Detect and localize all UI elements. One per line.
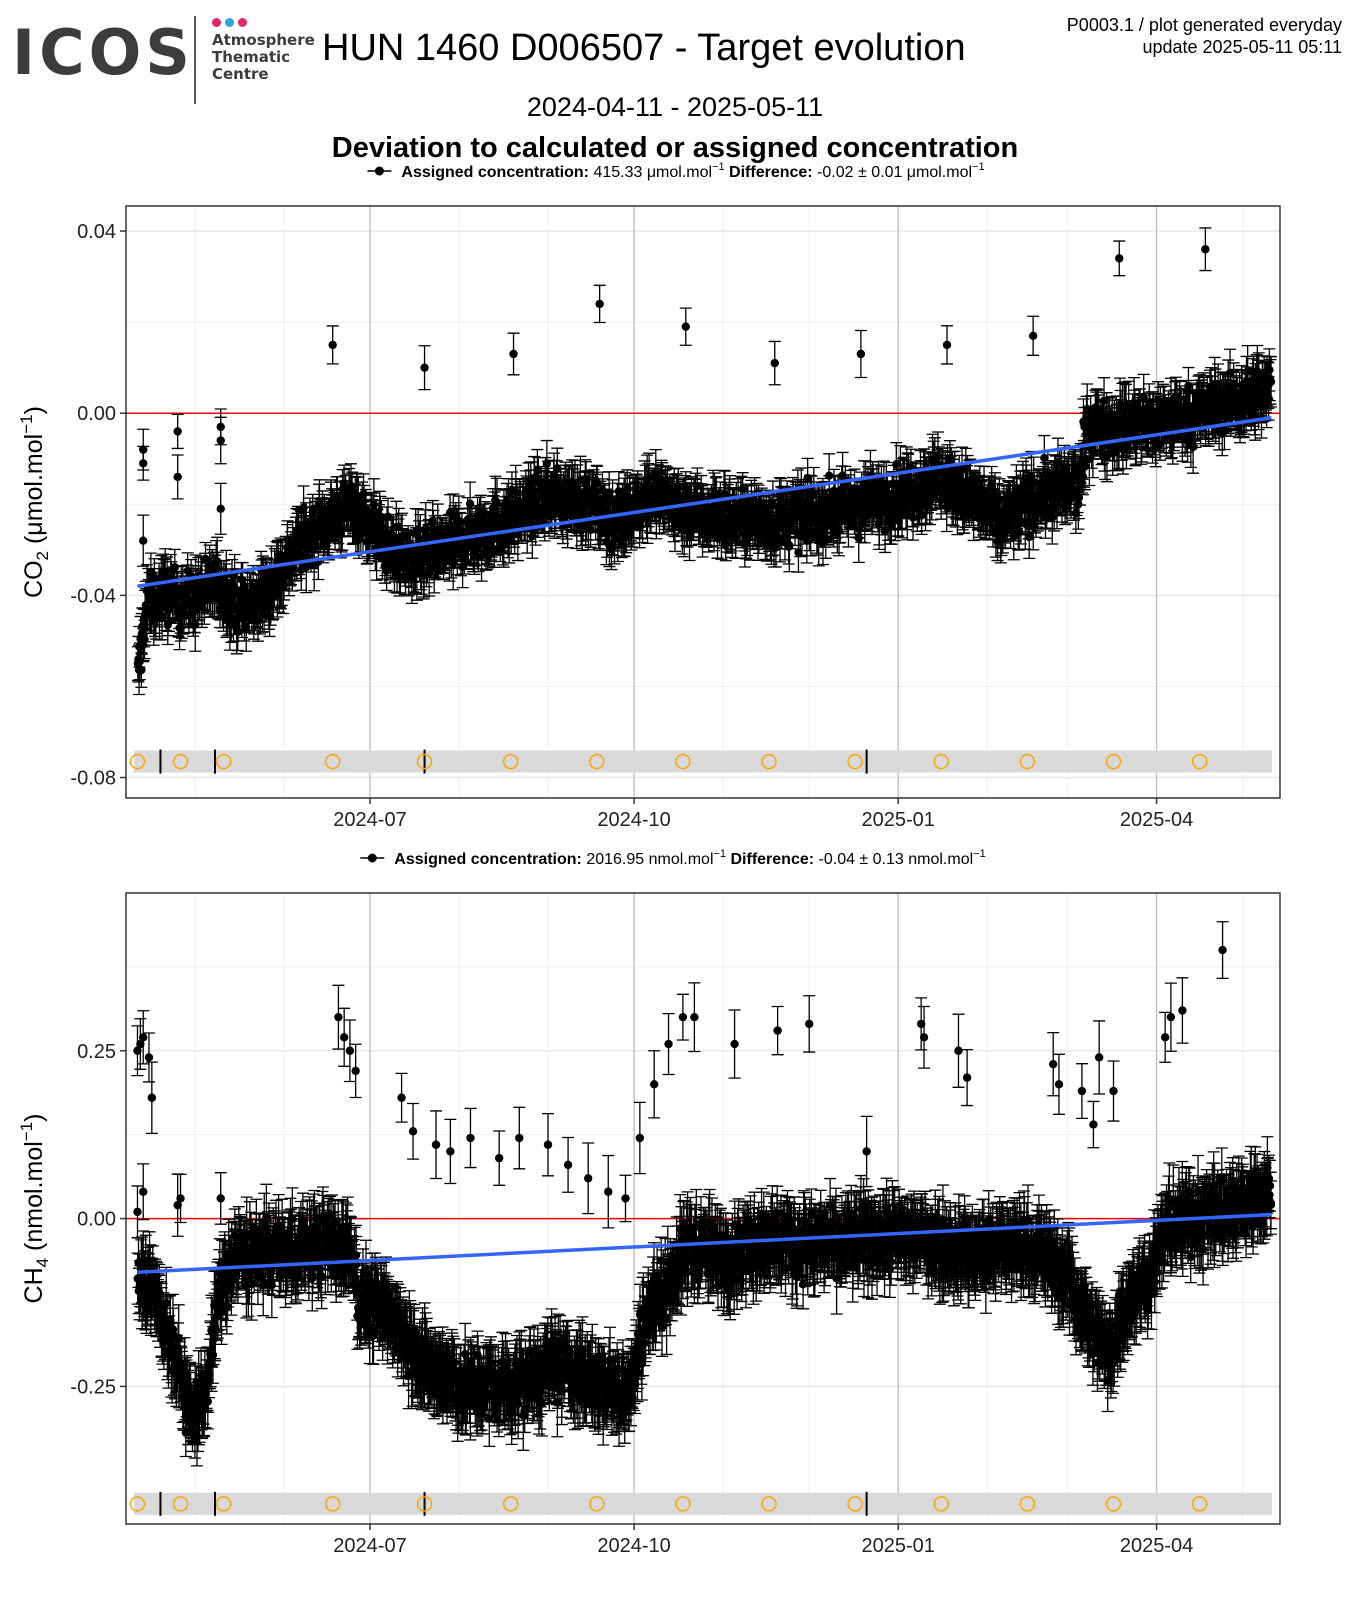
data-point xyxy=(1115,254,1124,263)
data-point xyxy=(1080,462,1090,471)
data-point xyxy=(216,436,225,445)
data-point xyxy=(216,504,225,514)
legend-key-dot xyxy=(374,166,384,176)
data-points xyxy=(131,227,1278,696)
page-title: HUN 1460 D006507 - Target evolution xyxy=(322,27,966,69)
data-point xyxy=(137,665,146,675)
event-circle xyxy=(416,753,433,770)
event-circle xyxy=(502,753,519,770)
chart-subtitle: Deviation to calculated or assigned conc… xyxy=(331,132,1019,164)
y-axis-label: CO2 (μmol.mol−1) xyxy=(17,406,52,598)
logo-dots-icon xyxy=(212,14,251,32)
event-circle xyxy=(933,753,950,770)
x-tick-label: 2024-10 xyxy=(597,809,670,831)
data-point xyxy=(1028,331,1038,340)
event-strip xyxy=(134,1492,1272,1515)
data-point xyxy=(328,340,337,350)
data-point xyxy=(170,563,179,572)
event-circle xyxy=(675,753,691,770)
data-point xyxy=(533,466,542,475)
event-circle xyxy=(1105,753,1122,770)
logo-sub-line: Atmosphere xyxy=(212,31,315,49)
data-point xyxy=(595,299,604,309)
legend: Assigned concentration: 415.33 μmol.mol−… xyxy=(367,161,985,181)
logo-dot xyxy=(238,18,247,27)
event-circle xyxy=(589,753,605,770)
data-point xyxy=(1078,472,1088,481)
data-point xyxy=(162,1299,171,1308)
event-circle xyxy=(847,753,863,770)
data-point xyxy=(509,349,518,359)
data-point xyxy=(302,562,311,572)
data-point xyxy=(1266,377,1276,386)
data-point xyxy=(420,363,429,372)
x-tick-label: 2025-01 xyxy=(862,809,935,831)
data-point xyxy=(173,427,182,436)
data-point xyxy=(681,322,690,331)
logo-dot xyxy=(212,18,221,27)
logo-sub-line: Thematic xyxy=(212,48,291,66)
event-circle xyxy=(172,753,189,770)
event-circle xyxy=(324,753,341,770)
data-point xyxy=(139,459,148,468)
event-circle xyxy=(1019,753,1036,770)
data-point xyxy=(139,536,148,545)
y-tick-label: -0.04 xyxy=(70,585,116,607)
plot-id-line: P0003.1 / plot generated everyday xyxy=(1066,15,1342,35)
y-tick-label: -0.08 xyxy=(70,768,116,790)
y-tick-label: 0.04 xyxy=(77,221,116,243)
chart-panel-co2: 0.04 0.00 -0.04 -0.08 2024-07 2024-10 2025-01 2… xyxy=(17,161,1281,831)
data-point xyxy=(465,499,475,508)
logo-dot xyxy=(225,18,234,27)
y-tick-label: 0.00 xyxy=(77,403,116,425)
x-tick-label: 2025-04 xyxy=(1120,809,1193,831)
event-strip xyxy=(134,750,1272,773)
data-point xyxy=(933,452,943,461)
logo-subtitle: Atmosphere Thematic Centre xyxy=(212,32,315,83)
event-circle xyxy=(761,753,777,770)
update-info: P0003.1 / plot generated everyday update… xyxy=(1067,14,1342,58)
data-point xyxy=(222,1302,232,1311)
logo-divider xyxy=(194,16,196,104)
event-circle xyxy=(1191,753,1208,770)
data-point xyxy=(428,516,437,526)
data-point xyxy=(412,569,422,578)
update-line: update 2025-05-11 05:11 xyxy=(1142,37,1342,57)
legend-text: Assigned concentration: 415.33 μmol.mol−… xyxy=(401,161,984,181)
data-point xyxy=(173,472,182,482)
data-point xyxy=(267,1280,277,1290)
event-circle xyxy=(129,753,146,770)
date-range: 2024-04-11 - 2025-05-11 xyxy=(526,92,824,122)
event-circle xyxy=(215,753,232,770)
icos-logo-text: ICOS xyxy=(12,16,194,89)
data-point xyxy=(942,340,952,350)
x-tick-label: 2024-07 xyxy=(333,809,406,831)
logo-sub-line: Centre xyxy=(212,65,269,83)
data-point xyxy=(1201,245,1210,254)
data-point xyxy=(770,358,779,368)
data-point xyxy=(856,349,866,359)
